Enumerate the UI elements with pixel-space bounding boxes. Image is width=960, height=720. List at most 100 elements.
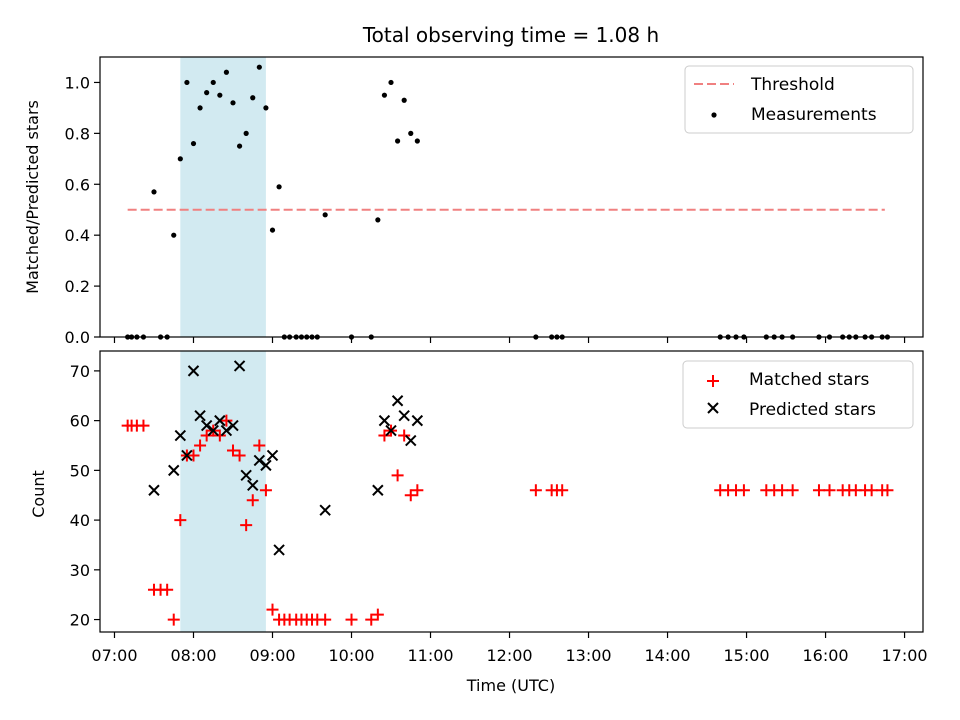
matched-stars-point xyxy=(220,414,233,427)
legend-predicted-swatch xyxy=(707,402,719,414)
top-legend-box xyxy=(684,65,914,134)
x-tick-label: 13:00 xyxy=(565,646,611,665)
predicted-stars-point xyxy=(398,409,410,422)
predicted-stars-point xyxy=(266,449,279,462)
matched-stars-point xyxy=(391,469,404,482)
bottom-y-tick-label: 50 xyxy=(70,461,90,480)
x-tick-label: 16:00 xyxy=(803,646,849,665)
x-tick-label: 17:00 xyxy=(882,646,928,665)
matched-stars-point xyxy=(319,613,332,626)
predicted-stars-point xyxy=(385,424,397,437)
matched-stars-point xyxy=(233,449,246,462)
matched-stars-point xyxy=(786,484,799,497)
measurement-point xyxy=(394,138,401,144)
bottom-y-ticks: 20 30 40 50 60 70 xyxy=(70,362,100,630)
legend-predicted-label: Predicted stars xyxy=(749,400,876,420)
bottom-x-ticks: 07:00 08:00 09:00 10:00 11:00 12:00 13:00 14:00… xyxy=(91,632,928,665)
predicted-stars-point xyxy=(247,479,259,491)
top-y-tick-label: 0.8 xyxy=(65,124,90,143)
measurement-point xyxy=(401,97,407,103)
predicted-stars-point xyxy=(233,360,246,372)
bottom-y-tick-label: 70 xyxy=(70,362,90,381)
measurement-point xyxy=(184,79,190,86)
bottom-y-tick-label: 20 xyxy=(70,611,90,630)
legend-matched-swatch xyxy=(707,375,719,387)
matched-stars-point xyxy=(266,603,279,616)
bottom-y-tick-label: 60 xyxy=(70,412,90,431)
predicted-stars-point xyxy=(260,459,272,472)
chart-title: Total observing time = 1.08 h xyxy=(362,23,659,47)
matched-stars-point xyxy=(161,583,174,596)
matched-stars-point xyxy=(812,484,825,497)
predicted-stars-point xyxy=(372,484,384,496)
measurement-point xyxy=(177,156,183,162)
x-tick-label: 10:00 xyxy=(328,646,374,665)
predicted-stars-point xyxy=(187,365,200,377)
legend-measurements-swatch xyxy=(711,112,717,118)
predicted-stars-point xyxy=(220,424,233,437)
measurement-point xyxy=(197,105,203,111)
predicted-stars-point xyxy=(319,504,331,516)
legend-threshold-label: Threshold xyxy=(750,75,835,95)
predicted-stars-point xyxy=(200,419,213,432)
bottom-y-axis-label: Count xyxy=(29,470,48,518)
bottom-axes-frame xyxy=(99,350,924,633)
predicted-stars-point xyxy=(168,464,180,477)
measurement-point xyxy=(276,184,282,190)
measurement-point xyxy=(190,140,197,147)
legend-matched-label: Matched stars xyxy=(749,370,869,390)
matched-stars-point xyxy=(200,429,213,442)
matched-stars-point xyxy=(737,484,750,497)
bottom-y-tick-label: 40 xyxy=(70,511,90,530)
legend-measurements-label: Measurements xyxy=(751,105,877,125)
matched-stars-point xyxy=(246,494,259,507)
matched-stars-point xyxy=(345,613,358,626)
matched-stars-point xyxy=(259,484,272,497)
x-axis-label: Time (UTC) xyxy=(466,676,555,695)
measurement-point xyxy=(236,143,243,149)
matched-stars-point xyxy=(529,484,542,497)
measurement-point xyxy=(223,69,230,75)
predicted-stars-point xyxy=(227,419,239,432)
measurement-point xyxy=(256,64,262,70)
measurement-point xyxy=(388,79,394,86)
bottom-panel: 20 30 40 50 60 70 07:00 08:00 09:00 10:00 11:00 12… xyxy=(29,350,928,695)
matched-stars-point xyxy=(365,613,378,626)
predicted-stars-point xyxy=(148,484,160,496)
top-axes-frame xyxy=(99,56,924,338)
matched-stars-point xyxy=(404,489,417,502)
measurement-point xyxy=(322,212,328,218)
bottom-legend-box xyxy=(682,360,914,429)
x-tick-label: 09:00 xyxy=(249,646,295,665)
matched-stars-point xyxy=(556,484,569,497)
top-y-axis-label: Matched/Predicted stars xyxy=(23,100,42,294)
predicted-stars-point xyxy=(405,434,417,447)
matched-stars-point xyxy=(411,484,424,497)
x-tick-label: 14:00 xyxy=(644,646,690,665)
predicted-stars-point xyxy=(273,544,285,556)
measurement-point xyxy=(375,217,381,223)
bottom-legend: Matched stars Predicted stars xyxy=(682,360,914,429)
x-tick-label: 12:00 xyxy=(486,646,532,665)
measurement-point xyxy=(230,100,236,106)
predicted-stars-point xyxy=(391,395,404,407)
measurement-point xyxy=(217,92,223,98)
top-panel: 0.0 0.2 0.4 0.6 0.8 1.0 Matched/Predicted sta… xyxy=(23,56,924,347)
top-y-tick-label: 0.6 xyxy=(65,175,90,194)
measurement-point xyxy=(381,92,388,98)
top-legend: Threshold Measurements xyxy=(684,65,914,134)
matched-stars-point xyxy=(187,449,200,462)
top-observing-span xyxy=(180,57,266,337)
predicted-stars-point xyxy=(411,414,424,427)
measurement-point xyxy=(171,232,177,238)
x-tick-label: 11:00 xyxy=(407,646,453,665)
matched-stars-point xyxy=(371,608,384,621)
matched-stars-point xyxy=(213,429,226,442)
top-y-ticks: 0.0 0.2 0.4 0.6 0.8 1.0 xyxy=(65,73,100,347)
predicted-stars-point xyxy=(194,409,206,422)
matched-stars-point xyxy=(378,429,391,442)
predicted-stars-point xyxy=(378,414,391,427)
predicted-stars-point xyxy=(253,454,266,467)
predicted-stars-point xyxy=(181,449,193,462)
